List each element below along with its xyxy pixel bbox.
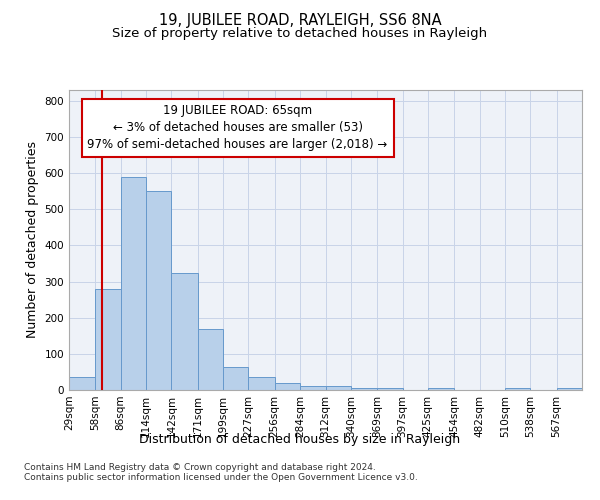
Bar [146, 191, 172, 390]
Bar [275, 383, 300, 390]
Bar [198, 328, 223, 390]
Bar [172, 272, 198, 390]
Bar [223, 366, 248, 390]
Bar [557, 388, 582, 390]
Text: Contains HM Land Registry data © Crown copyright and database right 2024.: Contains HM Land Registry data © Crown c… [24, 464, 376, 472]
Bar [300, 386, 325, 390]
Text: Distribution of detached houses by size in Rayleigh: Distribution of detached houses by size … [139, 432, 461, 446]
Text: 19 JUBILEE ROAD: 65sqm
← 3% of detached houses are smaller (53)
97% of semi-deta: 19 JUBILEE ROAD: 65sqm ← 3% of detached … [88, 104, 388, 152]
Text: Size of property relative to detached houses in Rayleigh: Size of property relative to detached ho… [112, 28, 488, 40]
Bar [505, 388, 530, 390]
Bar [69, 378, 95, 390]
Text: Contains public sector information licensed under the Open Government Licence v3: Contains public sector information licen… [24, 474, 418, 482]
Text: 19, JUBILEE ROAD, RAYLEIGH, SS6 8NA: 19, JUBILEE ROAD, RAYLEIGH, SS6 8NA [158, 12, 442, 28]
Bar [351, 388, 377, 390]
Y-axis label: Number of detached properties: Number of detached properties [26, 142, 39, 338]
Bar [428, 388, 454, 390]
Bar [325, 386, 351, 390]
Bar [248, 378, 275, 390]
Bar [121, 176, 146, 390]
Bar [95, 289, 121, 390]
Bar [377, 388, 403, 390]
